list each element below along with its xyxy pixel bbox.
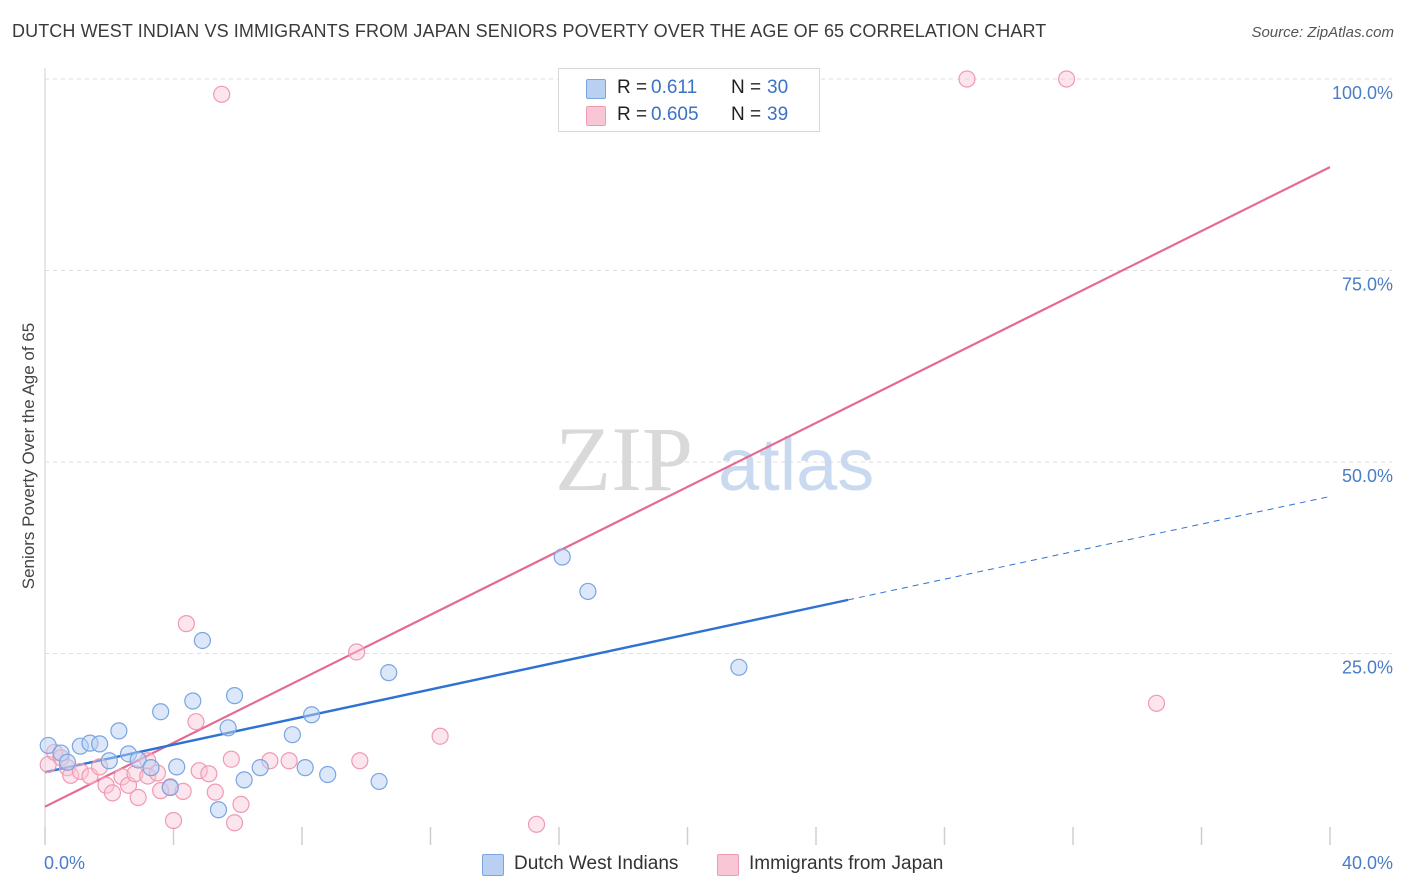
- data-point-immigrants-from-japan: [1147, 694, 1166, 712]
- data-point-dutch-west-indians: [110, 722, 128, 740]
- legend-row-immigrants-from-japan: R = 0.605 N = 39: [559, 100, 819, 128]
- data-point-dutch-west-indians: [161, 778, 179, 797]
- legend-swatch-blue: [482, 854, 504, 876]
- legend-swatch-pink: [717, 854, 739, 876]
- trend-line-immigrants-from-japan: [44, 166, 1331, 808]
- data-point-dutch-west-indians: [235, 771, 253, 789]
- legend-swatch-pink: [586, 106, 606, 126]
- watermark-atlas: atlas: [718, 423, 874, 506]
- data-point-dutch-west-indians: [168, 758, 186, 776]
- data-point-dutch-west-indians: [251, 759, 269, 777]
- data-point-immigrants-from-japan: [527, 815, 546, 833]
- tick-layer: 25.0% 50.0% 75.0% 100.0% 0.0% 40.0%: [44, 83, 1393, 873]
- axis-layer: [44, 68, 1331, 845]
- trend-line-dutch-west-indians-extension: [848, 495, 1331, 601]
- data-point-dutch-west-indians: [100, 752, 118, 770]
- data-point-immigrants-from-japan: [225, 814, 244, 832]
- data-point-dutch-west-indians: [296, 759, 314, 777]
- data-point-dutch-west-indians: [152, 703, 170, 721]
- data-point-dutch-west-indians: [579, 582, 597, 601]
- legend-row-dutch-west-indians: R = 0.611 N = 30: [559, 73, 819, 101]
- data-point-dutch-west-indians: [142, 759, 160, 777]
- data-point-dutch-west-indians: [319, 765, 337, 784]
- data-point-immigrants-from-japan: [103, 784, 122, 802]
- data-point-dutch-west-indians: [219, 719, 237, 737]
- legend-r-label: R =: [617, 104, 648, 125]
- data-point-immigrants-from-japan: [129, 788, 147, 807]
- data-point-dutch-west-indians: [370, 772, 388, 791]
- legend-label: Dutch West Indians: [514, 853, 679, 874]
- data-point-immigrants-from-japan: [187, 713, 205, 731]
- data-point-dutch-west-indians: [553, 548, 571, 566]
- data-point-immigrants-from-japan: [280, 752, 298, 770]
- data-point-immigrants-from-japan: [177, 615, 195, 633]
- legend-n-value: 39: [767, 104, 789, 125]
- legend-swatch-blue: [586, 79, 606, 99]
- y-tick-label: 50.0%: [1342, 466, 1393, 486]
- trend-line-dutch-west-indians: [44, 598, 849, 774]
- chart-title: DUTCH WEST INDIAN VS IMMIGRANTS FROM JAP…: [12, 21, 1047, 41]
- data-point-immigrants-from-japan: [164, 811, 183, 830]
- data-point-immigrants-from-japan: [232, 795, 250, 814]
- data-point-dutch-west-indians: [730, 658, 748, 676]
- data-point-dutch-west-indians: [283, 726, 301, 744]
- data-point-immigrants-from-japan: [190, 762, 208, 780]
- legend-n-value: 30: [767, 77, 789, 98]
- data-point-dutch-west-indians: [91, 735, 109, 753]
- data-point-dutch-west-indians: [193, 631, 212, 650]
- data-point-immigrants-from-japan: [200, 765, 218, 783]
- data-point-immigrants-from-japan: [1057, 70, 1076, 88]
- legend-r-value: 0.605: [651, 104, 699, 125]
- data-point-dutch-west-indians: [209, 801, 228, 819]
- points-layer: [39, 70, 1166, 833]
- y-tick-label: 25.0%: [1342, 658, 1393, 678]
- trend-layer: [44, 166, 1331, 808]
- x-tick-label: 40.0%: [1342, 853, 1393, 873]
- watermark-zip: ZIP: [555, 408, 693, 510]
- correlation-legend: R = 0.611 N = 30 R = 0.605 N = 39: [558, 68, 820, 132]
- data-point-immigrants-from-japan: [213, 85, 231, 103]
- data-point-dutch-west-indians: [184, 692, 202, 710]
- data-point-dutch-west-indians: [225, 687, 244, 705]
- legend-n-label: N =: [731, 77, 762, 98]
- y-tick-label: 100.0%: [1332, 83, 1393, 103]
- source-label: Source: ZipAtlas.com: [1251, 24, 1394, 41]
- x-tick-label: 0.0%: [44, 853, 85, 873]
- data-point-dutch-west-indians: [39, 736, 57, 755]
- data-point-dutch-west-indians: [303, 706, 321, 724]
- y-tick-label: 75.0%: [1342, 275, 1393, 295]
- data-point-immigrants-from-japan: [431, 727, 449, 745]
- legend-n-label: N =: [731, 104, 762, 125]
- grid-layer: [45, 78, 1392, 654]
- y-axis-label: Seniors Poverty Over the Age of 65: [19, 323, 38, 589]
- legend-r-label: R =: [617, 77, 648, 98]
- data-point-dutch-west-indians: [380, 664, 398, 682]
- data-point-immigrants-from-japan: [206, 783, 224, 801]
- data-point-immigrants-from-japan: [222, 750, 240, 768]
- watermark: ZIP atlas: [555, 408, 874, 510]
- data-point-dutch-west-indians: [129, 751, 147, 769]
- data-point-immigrants-from-japan: [348, 643, 366, 661]
- data-point-immigrants-from-japan: [351, 752, 369, 770]
- legend-r-value: 0.611: [651, 77, 698, 98]
- data-point-dutch-west-indians: [58, 753, 77, 771]
- data-point-immigrants-from-japan: [958, 70, 976, 88]
- legend-label: Immigrants from Japan: [749, 853, 944, 874]
- data-point-immigrants-from-japan: [71, 762, 89, 781]
